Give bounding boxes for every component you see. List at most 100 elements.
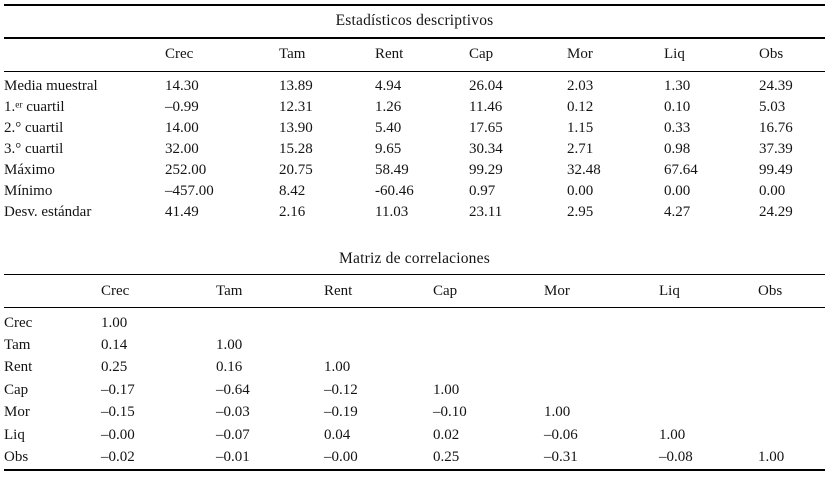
value-cell: 0.25 <box>101 359 128 376</box>
column-header: Mor <box>544 275 659 308</box>
table-row: 3.° cuartil 32.00 15.28 9.65 30.34 2.71 0.98 37… <box>4 139 825 160</box>
value-cell: 0.33 <box>664 119 691 136</box>
table-row: Cap –0.17 –0.64 –0.12 1.00 <box>4 379 825 401</box>
value-cell: 4.94 <box>375 77 402 94</box>
table-row: 2.° cuartil 14.00 13.90 5.40 17.65 1.15 0.33 16… <box>4 118 825 139</box>
value-cell: 0.02 <box>433 426 460 443</box>
value-cell: 20.75 <box>279 161 313 178</box>
value-cell: 99.29 <box>469 161 503 178</box>
value-cell: 4.27 <box>664 203 691 220</box>
value-cell: 37.39 <box>759 140 793 157</box>
value-cell: 32.48 <box>567 161 601 178</box>
value-cell: 14.30 <box>165 77 199 94</box>
value-cell: 13.89 <box>279 77 313 94</box>
table2-header-row: Crec Tam Rent Cap Mor Liq Obs <box>4 275 825 308</box>
column-header: Mor <box>567 38 664 72</box>
value-cell <box>433 357 544 379</box>
value-cell: 99.49 <box>759 161 793 178</box>
table-row: Desv. estándar 41.49 2.16 11.03 23.11 2.95 4.2… <box>4 202 825 223</box>
value-cell: 0.00 <box>664 182 691 199</box>
value-cell: –0.99 <box>165 98 199 115</box>
value-cell <box>659 334 758 356</box>
value-cell: 0.14 <box>101 337 128 354</box>
value-cell: 23.11 <box>469 203 503 220</box>
table-row: Mor –0.15 –0.03 –0.19 –0.10 1.00 <box>4 402 825 424</box>
value-cell: 2.71 <box>567 140 594 157</box>
row-label: Liq <box>4 426 25 443</box>
value-cell <box>758 357 825 379</box>
value-cell: 41.49 <box>165 203 199 220</box>
value-cell: 15.28 <box>279 140 313 157</box>
bottom-rule <box>4 468 825 471</box>
value-cell: 0.00 <box>567 182 594 199</box>
table-row: Mínimo –457.00 8.42 -60.46 0.97 0.00 0.00 0.00 <box>4 181 825 202</box>
table-row: 1.er cuartil –0.99 12.31 1.26 11.46 0.12 0.10 5… <box>4 97 825 118</box>
value-cell: 2.16 <box>279 203 306 220</box>
column-header: Obs <box>759 38 825 72</box>
value-cell: 2.95 <box>567 203 594 220</box>
row-label: Rent <box>4 359 33 376</box>
value-cell <box>659 379 758 401</box>
value-cell: 24.29 <box>759 203 793 220</box>
value-cell: 1.00 <box>659 426 686 443</box>
value-cell: 0.98 <box>664 140 691 157</box>
column-header: Tam <box>279 38 375 72</box>
value-cell: 0.25 <box>433 449 460 466</box>
value-cell: 252.00 <box>165 161 207 178</box>
value-cell <box>544 308 659 335</box>
value-cell: 1.00 <box>433 381 460 398</box>
value-cell: –0.19 <box>324 404 358 421</box>
value-cell <box>758 424 825 446</box>
top-rule <box>4 4 825 6</box>
value-cell: 0.97 <box>469 182 496 199</box>
row-label: Mínimo <box>4 182 53 199</box>
column-header: Liq <box>664 38 759 72</box>
value-cell <box>659 308 758 335</box>
ordinal-superscript: er <box>15 99 23 110</box>
value-cell: 14.00 <box>165 119 199 136</box>
descriptive-statistics-table: Crec Tam Rent Cap Mor Liq Obs Media muestral 14… <box>4 38 825 223</box>
value-cell: 0.00 <box>759 182 786 199</box>
value-cell: 1.00 <box>324 359 351 376</box>
row-label: Máximo <box>4 161 55 178</box>
table-row: Rent 0.25 0.16 1.00 <box>4 357 825 379</box>
value-cell <box>544 357 659 379</box>
column-header: Cap <box>433 275 544 308</box>
row-label: 2.° cuartil <box>4 119 64 136</box>
value-cell: 16.76 <box>759 119 793 136</box>
value-cell: -60.46 <box>375 182 414 199</box>
value-cell: 12.31 <box>279 98 313 115</box>
value-cell: –0.02 <box>101 449 135 466</box>
row-label: Crec <box>4 314 33 331</box>
value-cell: 1.15 <box>567 119 594 136</box>
value-cell: –0.07 <box>216 426 250 443</box>
value-cell <box>758 334 825 356</box>
value-cell: 0.12 <box>567 98 594 115</box>
row-label: Mor <box>4 404 30 421</box>
value-cell <box>758 402 825 424</box>
table2-body: Crec 1.00 Tam 0.14 1.00 Rent 0.25 0.16 1.00 Cap –0… <box>4 308 825 469</box>
value-cell <box>659 402 758 424</box>
value-cell: –0.08 <box>659 449 693 466</box>
descriptive-statistics-title: Estadísticos descriptivos <box>335 12 494 29</box>
value-cell: 11.03 <box>375 203 409 220</box>
value-cell: –0.03 <box>216 404 250 421</box>
column-header: Cap <box>469 38 567 72</box>
value-cell: 1.00 <box>758 449 785 466</box>
value-cell <box>324 334 433 356</box>
value-cell <box>758 308 825 335</box>
value-cell: –0.06 <box>544 426 578 443</box>
value-cell: –0.31 <box>544 449 578 466</box>
column-header: Tam <box>216 275 324 308</box>
value-cell <box>544 379 659 401</box>
value-cell: 2.03 <box>567 77 594 94</box>
table-row: Obs –0.02 –0.01 –0.00 0.25 –0.31 –0.08 1.00 <box>4 446 825 468</box>
value-cell: 1.00 <box>101 314 128 331</box>
value-cell <box>433 308 544 335</box>
column-header: Crec <box>165 38 279 72</box>
value-cell: 0.10 <box>664 98 691 115</box>
row-label: Tam <box>4 337 31 354</box>
table-row: Tam 0.14 1.00 <box>4 334 825 356</box>
value-cell: –0.00 <box>324 449 358 466</box>
value-cell: 5.03 <box>759 98 786 115</box>
